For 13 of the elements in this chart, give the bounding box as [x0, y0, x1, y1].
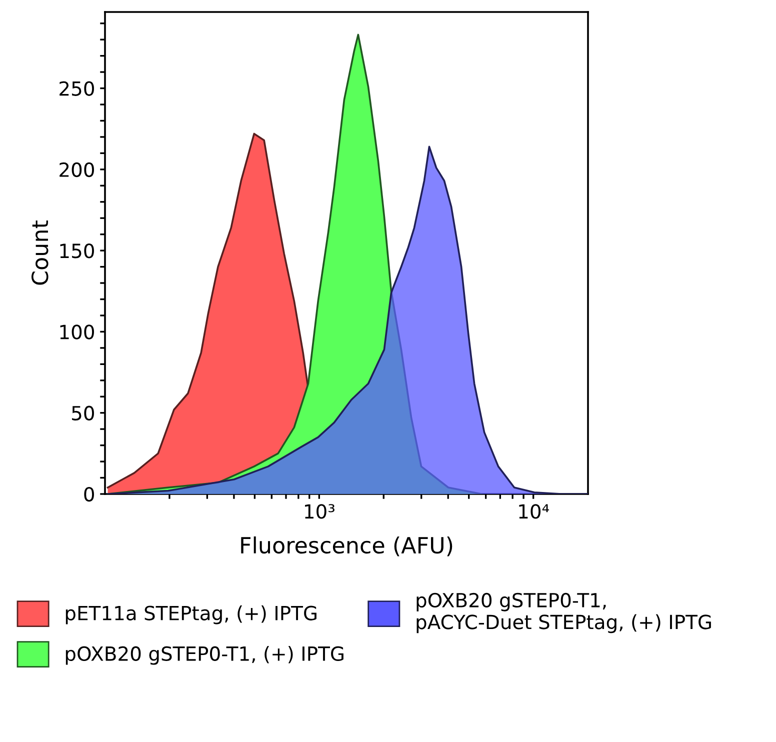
x-tick-label: 10³ — [305, 504, 334, 519]
x-axis-title: Fluorescence (AFU) — [241, 536, 452, 556]
y-tick-label: 0 — [84, 486, 94, 502]
legend-label: pOXB20 gSTEP0-T1, (+) IPTG — [66, 646, 344, 665]
y-axis-title: Count — [31, 220, 48, 285]
legend-label: pOXB20 gSTEP0-T1, pACYC-Duet STEPtag, (+) IPTG — [416, 592, 711, 634]
y-tick-label: 150 — [60, 244, 94, 258]
y-tick-label: 50 — [72, 406, 94, 421]
y-tick-label: 200 — [60, 162, 94, 178]
legend-label: pET11a STEPtag, (+) IPTG — [66, 605, 316, 624]
x-tick-label: 10⁴ — [519, 504, 549, 519]
y-tick-label: 250 — [60, 81, 94, 96]
y-tick-label: 100 — [60, 324, 94, 340]
